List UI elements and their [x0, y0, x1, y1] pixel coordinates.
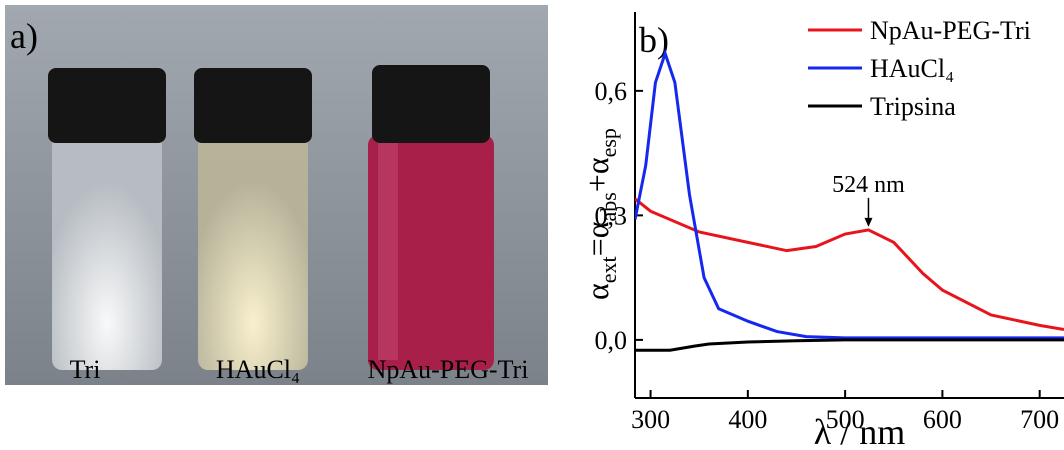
series-line: [635, 197, 1064, 331]
x-tick-label: 700: [1020, 405, 1059, 434]
series-line: [635, 48, 1064, 340]
legend-label: NpAu-PEG-Tri: [870, 16, 1031, 45]
y-axis-label-part: +α: [579, 157, 615, 192]
vial-cap: [372, 65, 490, 143]
y-axis-label-part: esp: [596, 128, 621, 157]
y-axis-label-part: α: [579, 283, 615, 300]
x-tick-label: 500: [826, 405, 865, 434]
x-tick-label: 300: [631, 405, 670, 434]
panel-label: a): [10, 16, 38, 56]
legend-label: Tripsina: [870, 92, 956, 121]
vial-label: Tri: [70, 355, 101, 384]
vial: [368, 135, 494, 370]
vial-cap: [48, 68, 166, 143]
annotation: 524 nm: [832, 172, 905, 198]
y-tick-label: 0,6: [595, 77, 628, 106]
vial-cap: [194, 68, 312, 143]
annotation-arrowhead: [864, 217, 873, 227]
y-axis-label-part: =α: [579, 221, 615, 256]
vial-label: HAuCl₄: [216, 355, 300, 384]
y-axis-label-part: ext: [596, 256, 621, 283]
vial-highlight: [378, 140, 398, 360]
vial-label: NpAu-PEG-Tri: [368, 355, 529, 384]
x-tick-label: 400: [728, 405, 767, 434]
series-line: [635, 338, 1064, 352]
x-tick-label: 600: [923, 405, 962, 434]
y-axis-label: αext=αabs+αesp: [579, 128, 621, 300]
legend-label: HAuCl₄: [870, 54, 954, 83]
vial: [198, 135, 308, 370]
photo-panel: a) Tri HAuCl₄ NpAu-PEG-Tri: [5, 5, 548, 385]
y-tick-label: 0,0: [595, 326, 628, 355]
vial: [52, 135, 162, 370]
y-tick-label: 0,3: [595, 201, 628, 230]
x-axis-label: λ / nm: [814, 412, 905, 450]
y-axis-label-part: abs: [596, 192, 621, 221]
chart: 0,0 0,3 0,6 300 400 500 600 700 λ / nm αext=αabs+…: [579, 12, 1064, 450]
